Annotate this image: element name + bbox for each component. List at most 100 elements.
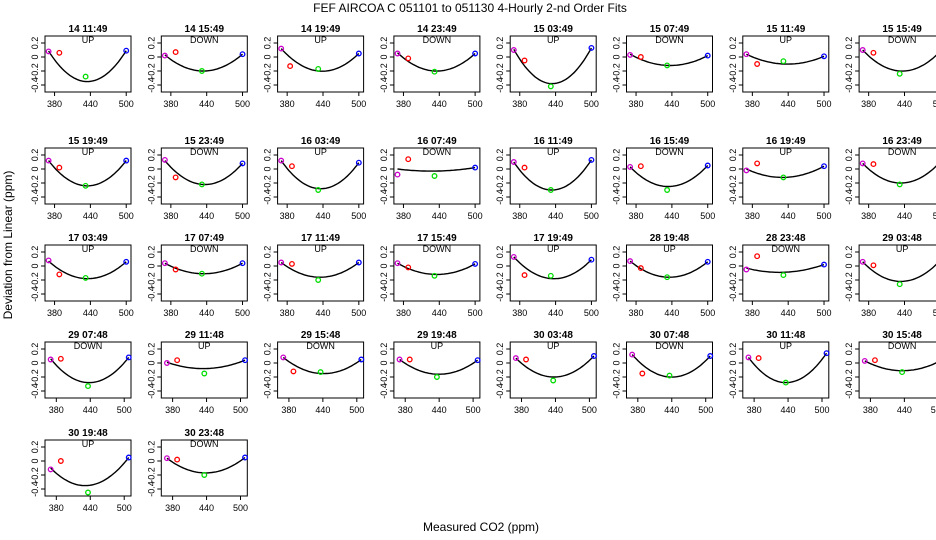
data-point [161, 260, 168, 267]
data-point [198, 181, 205, 188]
panel-direction: DOWN [190, 147, 219, 157]
panel-frame [277, 147, 365, 205]
data-point [85, 489, 91, 496]
panel-direction: UP [431, 341, 444, 351]
panel-title: 30 11:48 [766, 330, 805, 341]
y-tick-label: 0 [30, 166, 40, 171]
fit-curve [164, 53, 243, 72]
x-tick-label: 440 [315, 211, 330, 221]
y-tick-label: -0.4 [30, 481, 40, 497]
data-point [754, 253, 761, 260]
data-point [780, 58, 787, 65]
data-point [704, 258, 711, 265]
data-point [405, 55, 412, 62]
x-tick-label: 380 [745, 99, 760, 109]
y-tick-label: -0.2 [263, 369, 273, 385]
data-point [755, 355, 762, 362]
panel-title: 17 11:49 [301, 233, 340, 244]
data-point [588, 156, 595, 163]
y-tick-label: -0.4 [30, 189, 40, 205]
panel-title: 14 19:49 [301, 24, 341, 35]
y-tick-label: 0.2 [612, 246, 622, 259]
y-tick-label: -0.2 [146, 272, 156, 288]
panel-direction: UP [780, 35, 793, 45]
data-point [521, 272, 528, 279]
data-point [315, 187, 322, 193]
y-tick-label: 0.2 [844, 246, 854, 259]
data-point [290, 368, 297, 375]
x-tick-label: 500 [933, 308, 936, 318]
data-point [82, 182, 89, 189]
x-tick-label: 500 [351, 211, 366, 221]
x-tick-label: 380 [163, 99, 178, 109]
data-point [704, 52, 711, 59]
x-tick-label: 440 [199, 405, 214, 415]
data-point [394, 260, 401, 267]
x-tick-label: 380 [280, 308, 295, 318]
panel-title: 17 07:49 [185, 233, 225, 244]
x-tick-label: 380 [49, 405, 64, 415]
y-tick-label: -0.4 [612, 286, 622, 302]
y-tick-label: 0.2 [728, 246, 738, 259]
panel-title: 30 07:48 [650, 330, 690, 341]
x-tick-label: 500 [817, 211, 832, 221]
x-tick-label: 380 [747, 405, 762, 415]
data-point [859, 160, 866, 167]
x-tick-label: 380 [396, 211, 411, 221]
y-tick-label: 0.2 [146, 37, 156, 50]
data-point [821, 163, 827, 170]
panel-direction: DOWN [888, 35, 917, 45]
x-tick-label: 440 [781, 99, 796, 109]
data-point [896, 70, 903, 77]
data-point [161, 156, 168, 163]
panel-title: 15 19:49 [68, 136, 108, 147]
y-tick-label: 0.2 [146, 441, 156, 454]
y-tick-label: 0.2 [495, 246, 505, 259]
data-point [287, 63, 294, 70]
x-tick-label: 440 [83, 308, 98, 318]
data-point [550, 377, 557, 384]
data-point [823, 350, 830, 357]
fit-curve [515, 355, 595, 378]
x-tick-label: 380 [863, 405, 878, 415]
panel-frame [393, 35, 481, 93]
y-tick-label: -0.2 [263, 63, 273, 79]
y-tick-label: -0.4 [495, 77, 505, 93]
y-tick-label: 0.2 [146, 343, 156, 356]
fit-curve [513, 47, 593, 85]
y-tick-label: -0.2 [495, 175, 505, 191]
panel-direction: UP [896, 244, 909, 254]
y-tick-label: 0 [30, 360, 40, 365]
panel-direction: DOWN [655, 341, 684, 351]
y-tick-label: 0 [263, 54, 273, 59]
x-tick-label: 440 [199, 211, 214, 221]
panel-title: 14 15:49 [185, 24, 225, 35]
data-point [780, 174, 787, 181]
x-tick-label: 440 [199, 99, 214, 109]
x-tick-label: 440 [432, 211, 447, 221]
y-tick-label: -0.2 [30, 63, 40, 79]
panel-title: 17 03:49 [68, 233, 108, 244]
data-point [523, 356, 529, 363]
y-tick-label: -0.4 [844, 286, 854, 302]
data-point [405, 156, 412, 163]
fit-curve [399, 358, 479, 375]
panel-title: 16 19:49 [766, 136, 806, 147]
y-tick-label: -0.4 [612, 383, 622, 399]
data-point [355, 159, 362, 166]
data-point [433, 374, 440, 380]
x-tick-label: 380 [629, 99, 644, 109]
y-tick-label: 0 [30, 54, 40, 59]
x-tick-label: 380 [281, 405, 296, 415]
y-tick-label: -0.2 [379, 175, 389, 191]
data-point [45, 48, 52, 55]
data-point [431, 272, 438, 279]
y-tick-label: -0.2 [495, 369, 505, 385]
panel-frame [626, 244, 713, 302]
y-tick-label: -0.4 [263, 383, 273, 399]
